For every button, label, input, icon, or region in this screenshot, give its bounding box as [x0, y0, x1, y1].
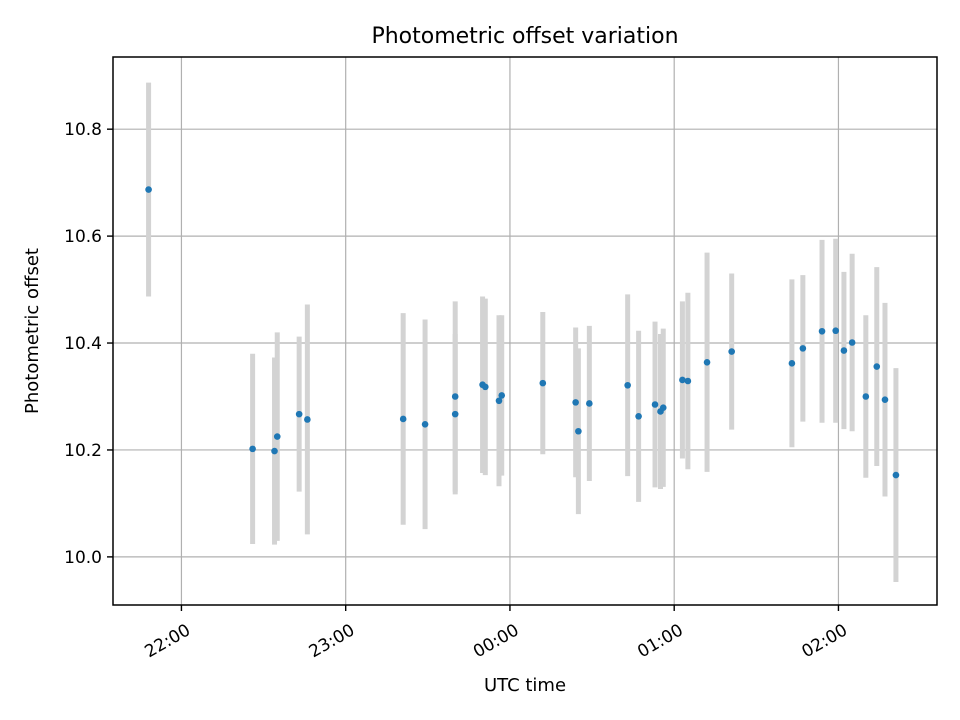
data-point [651, 401, 659, 408]
data-point [421, 420, 429, 428]
data-point [679, 376, 686, 384]
x-axis-label: UTC time [484, 675, 566, 696]
data-point [451, 410, 459, 418]
y-tick-label: 10.6 [64, 227, 102, 247]
y-axis-label: Photometric offset [22, 248, 43, 414]
data-point [271, 447, 278, 455]
data-point [482, 383, 489, 391]
data-point [788, 360, 796, 367]
data-point [498, 392, 506, 399]
data-point [572, 399, 579, 406]
data-point [703, 358, 711, 366]
data-point [145, 186, 152, 193]
plot-frame [112, 56, 938, 606]
data-point [728, 348, 735, 355]
data-point [273, 433, 281, 440]
data-point [304, 416, 311, 423]
data-point [832, 327, 840, 335]
data-point [659, 404, 667, 412]
data-point [539, 379, 547, 387]
data-point [848, 339, 856, 346]
data-point [635, 412, 642, 420]
data-point [495, 397, 503, 405]
data-point [586, 400, 593, 407]
data-point [799, 345, 807, 352]
data-point [873, 363, 881, 370]
data-point [684, 377, 692, 385]
data-point [818, 327, 826, 335]
data-point [624, 381, 631, 389]
chart-title: Photometric offset variation [371, 24, 678, 49]
point-layer [145, 186, 900, 479]
data-point [399, 415, 407, 423]
data-point [881, 396, 889, 404]
data-point [249, 445, 256, 453]
data-point [295, 410, 303, 418]
data-point [892, 471, 900, 479]
y-tick-label: 10.0 [64, 548, 102, 568]
y-tick-label: 10.2 [64, 441, 102, 461]
data-point [840, 347, 848, 354]
data-point [451, 393, 459, 400]
data-point [862, 393, 870, 400]
data-point [575, 427, 582, 435]
y-tick-label: 10.8 [64, 120, 102, 140]
y-tick-label: 10.4 [64, 334, 102, 354]
